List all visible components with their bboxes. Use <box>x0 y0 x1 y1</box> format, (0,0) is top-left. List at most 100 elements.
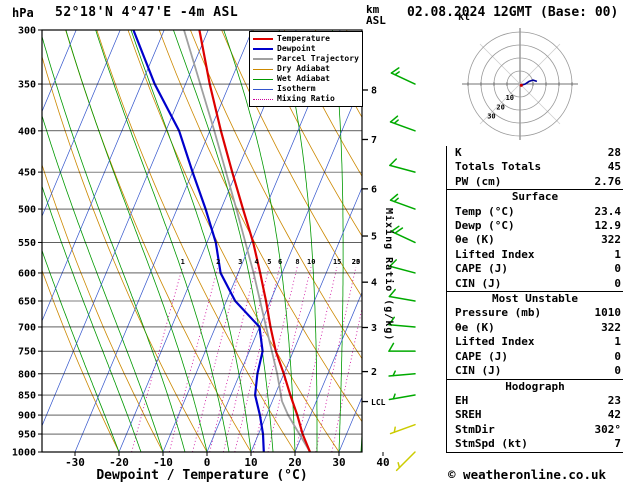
panel-row: PW (cm) 2.76 <box>447 175 623 189</box>
pressure-axis-unit: hPa <box>12 6 34 20</box>
mixing-ratio-value-label: 4 <box>254 258 258 266</box>
mixing-ratio-line <box>234 267 281 452</box>
panel-row-label: Pressure (mb) <box>455 306 542 320</box>
wind-barb <box>388 342 416 352</box>
dry-adiabat-line <box>252 30 362 237</box>
mixing-ratio-line <box>223 267 270 452</box>
pressure-tick-label: 850 <box>18 391 36 402</box>
legend-item: Parcel Trajectory <box>253 54 359 64</box>
mixing-ratio-value-label: 6 <box>278 258 282 266</box>
temperature-axis-label: Dewpoint / Temperature (°C) <box>96 468 308 483</box>
panel-row-label: CAPE (J) <box>455 349 508 363</box>
legend-item: Mixing Ratio <box>253 94 359 104</box>
wind-barb <box>389 423 416 435</box>
hodograph-origin-marker <box>519 83 523 87</box>
panel-row: CAPE (J) 0 <box>447 350 623 364</box>
wind-barb <box>389 158 416 173</box>
pressure-tick-label: 350 <box>18 80 36 91</box>
panel-row-label: PW (cm) <box>455 174 502 188</box>
legend-label: Wet Adiabat <box>277 74 330 83</box>
hodograph-panel: 10 20 30 <box>448 22 598 150</box>
altitude-tick-label: 2 <box>371 367 377 378</box>
panel-row: Dewp (°C) 12.9 <box>447 219 623 233</box>
legend-swatch <box>253 88 273 90</box>
dry-adiabat-line <box>283 30 362 177</box>
pressure-tick-label: 650 <box>18 297 36 308</box>
panel-row-value: 0 <box>614 349 621 363</box>
mixing-ratio-value-label: 3 <box>238 258 242 266</box>
panel-row-label: Totals Totals <box>455 160 542 174</box>
pressure-tick-label: 950 <box>18 430 36 441</box>
hodograph-unit-label: kt <box>458 12 471 23</box>
pressure-tick-label: 300 <box>18 26 36 37</box>
dry-adiabat-line <box>221 30 362 298</box>
isotherm-line <box>250 186 362 452</box>
wind-barb <box>388 316 416 328</box>
mixing-ratio-line <box>267 267 312 452</box>
mixing-ratio-value-label: 20 <box>352 258 360 266</box>
panel-row-value: 322 <box>601 320 621 334</box>
panel-row-value: 0 <box>614 262 621 276</box>
temperature-tick-label: 20 <box>288 456 301 469</box>
legend-item: Wet Adiabat <box>253 74 359 84</box>
isotherm-line <box>42 30 121 218</box>
temperature-tick-label: -20 <box>109 456 129 469</box>
mixing-ratio-line <box>252 267 298 452</box>
legend-swatch <box>253 98 273 100</box>
pressure-tick-label: 750 <box>18 347 36 358</box>
panel-row-value: 12.9 <box>594 219 622 233</box>
legend-swatch <box>253 38 273 40</box>
hodograph-ring-label: 10 <box>506 94 514 102</box>
stats-panel: K 28 Totals Totals 45 PW (cm) 2.76 Surface Temp… <box>446 146 623 453</box>
panel-row-label: Lifted Index <box>455 247 535 261</box>
pressure-tick-label: 400 <box>18 126 36 137</box>
credit-link[interactable]: © weatheronline.co.uk <box>448 467 607 482</box>
isotherm-line <box>294 291 362 452</box>
panel-row: θe (K) 322 <box>447 233 623 247</box>
station-title: 52°18'N 4°47'E -4m ASL <box>55 5 239 20</box>
panel-row: EH 23 <box>447 394 623 408</box>
legend-label: Mixing Ratio <box>277 94 335 103</box>
legend-label: Temperature <box>277 34 330 43</box>
panel-row: Temp (°C) 23.4 <box>447 205 623 219</box>
panel-row: CIN (J) 0 <box>447 277 623 291</box>
panel-row: StmDir 302° <box>447 423 623 437</box>
mixing-ratio-value-label: 8 <box>295 258 299 266</box>
panel-row-value: 28 <box>607 146 621 159</box>
datetime-title: 02.08.2024 12GMT (Base: 00) <box>407 5 619 20</box>
panel-row: Totals Totals 45 <box>447 160 623 174</box>
mixing-ratio-value-label: 1 <box>181 258 185 266</box>
panel-row-label: CIN (J) <box>455 276 502 290</box>
altitude-tick-label: 3 <box>371 323 377 334</box>
panel-row-label: SREH <box>455 408 482 422</box>
wind-barb <box>388 393 416 401</box>
wind-barb <box>388 370 416 377</box>
panel-row: CIN (J) 0 <box>447 364 623 378</box>
legend-swatch <box>253 78 273 80</box>
legend-item: Dry Adiabat <box>253 64 359 74</box>
pressure-tick-label: 700 <box>18 322 36 333</box>
mixing-ratio-value-label: 2 <box>216 258 220 266</box>
panel-row-label: θe (K) <box>455 320 495 334</box>
legend-label: Dewpoint <box>277 44 316 53</box>
panel-row: K 28 <box>447 146 623 160</box>
altitude-unit-asl: ASL <box>366 14 386 27</box>
mixing-ratio-value-label: 25 <box>352 258 360 266</box>
pressure-tick-label: 450 <box>18 168 36 179</box>
mixing-ratio-line <box>192 266 241 452</box>
temperature-tick-label: 0 <box>204 456 211 469</box>
altitude-tick-label: 7 <box>371 135 377 146</box>
lcl-label: LCL <box>371 398 386 407</box>
pressure-tick-label: 500 <box>18 205 36 216</box>
panel-row-label: Temp (°C) <box>455 204 515 218</box>
wind-barb <box>389 193 416 210</box>
legend: Temperature Dewpoint Parcel Trajectory Dry … <box>249 31 363 107</box>
pressure-tick-label: 900 <box>18 411 36 422</box>
panel-row: θe (K) 322 <box>447 321 623 335</box>
panel-row-value: 1 <box>614 247 621 261</box>
panel-row: CAPE (J) 0 <box>447 262 623 276</box>
wind-barb <box>389 259 416 274</box>
pressure-tick-label: 550 <box>18 238 36 249</box>
panel-row-value: 0 <box>614 276 621 290</box>
